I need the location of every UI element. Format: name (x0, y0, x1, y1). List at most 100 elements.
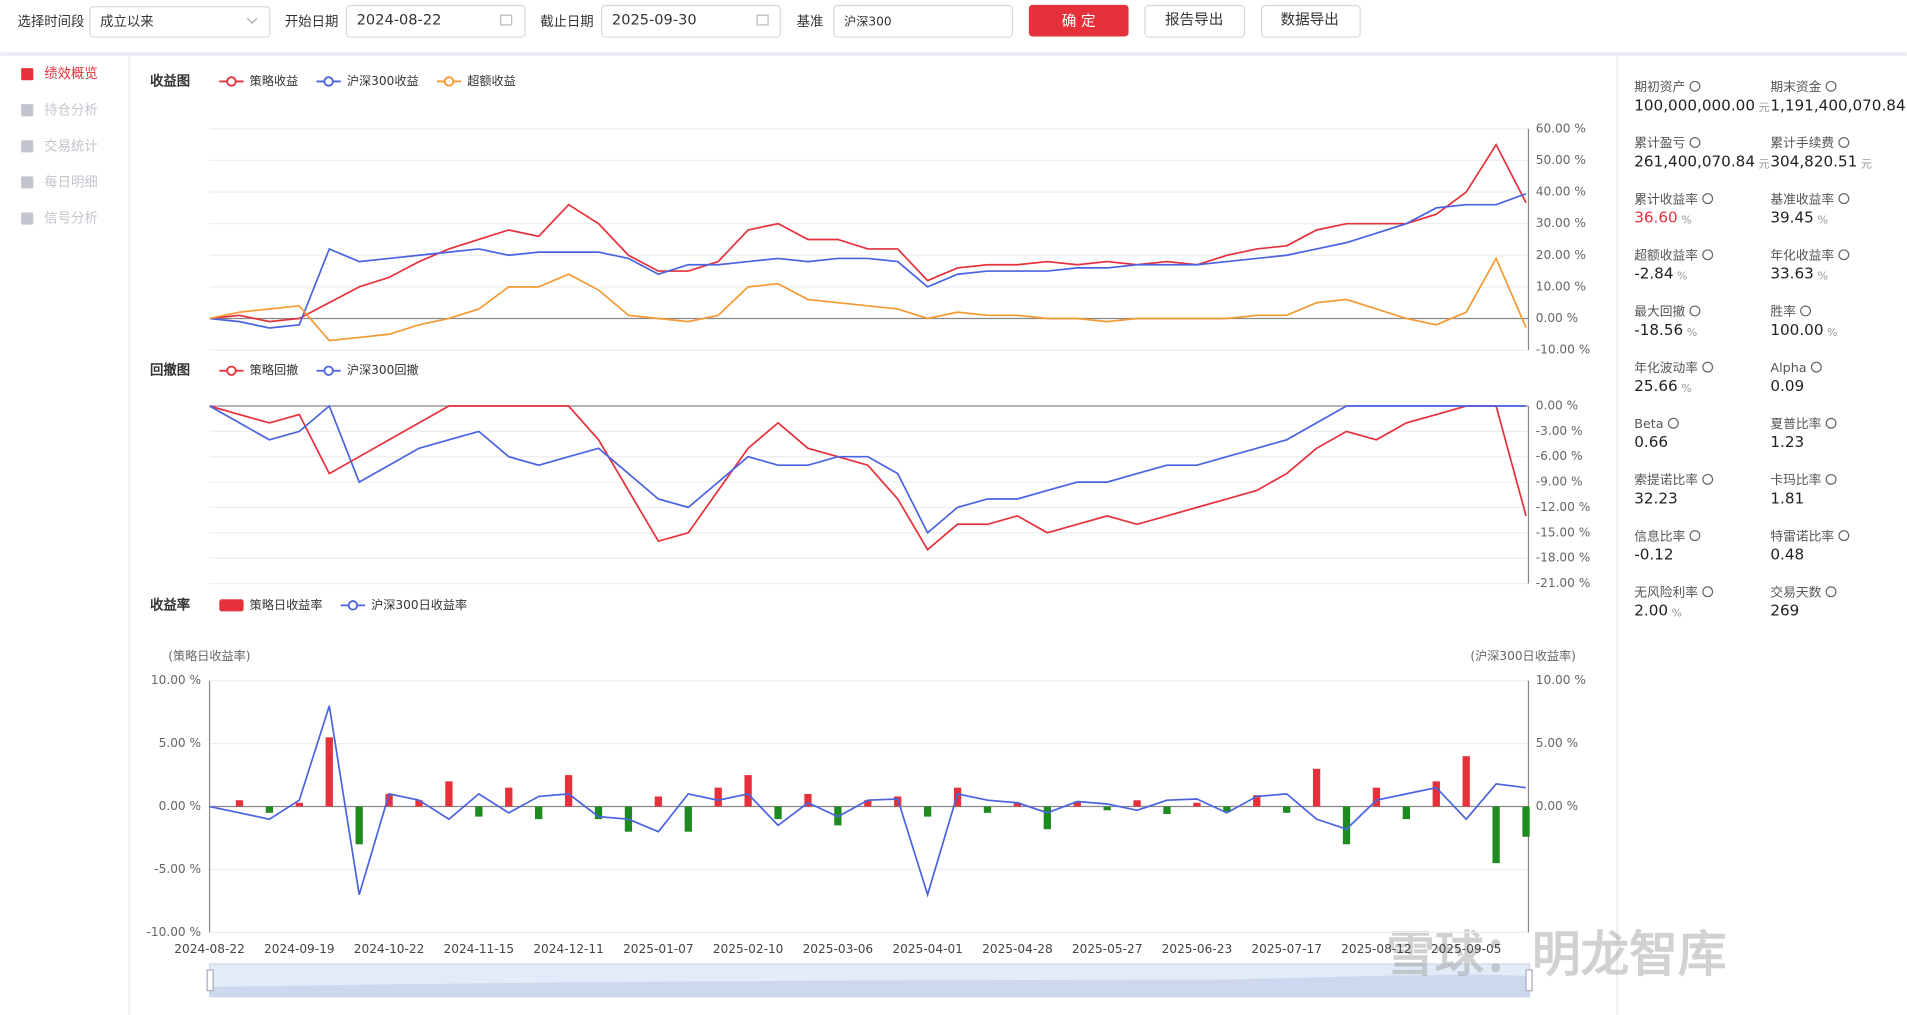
bar (295, 802, 303, 807)
bar (684, 806, 692, 832)
info-icon (1825, 417, 1837, 429)
menu-item[interactable]: 绩效概览 (44, 66, 97, 82)
legend-label[interactable]: 策略日收益率 (250, 597, 323, 612)
metric-value: 25.66 (1634, 377, 1677, 395)
bar (1312, 768, 1321, 807)
info-icon (1689, 80, 1701, 92)
bar (445, 781, 453, 807)
x-tick-label: 2025-08-12 (1341, 942, 1412, 956)
metric-unit: 元 (1759, 157, 1770, 170)
bar (744, 775, 752, 807)
confirm-button[interactable] (1028, 4, 1129, 37)
bar (1133, 800, 1141, 807)
chart-title: 收益率 (150, 596, 190, 613)
bar (1372, 787, 1381, 807)
legend-label[interactable]: 策略收益 (250, 73, 299, 88)
info-icon (1667, 417, 1679, 429)
info-icon (1702, 586, 1714, 598)
metric-unit: 元 (1861, 157, 1872, 170)
x-tick-label: 2024-12-11 (533, 942, 604, 956)
start-input[interactable] (345, 4, 526, 38)
x-tick-label: 2025-05-27 (1072, 942, 1143, 956)
metric-label: 超额收益率 (1634, 247, 1698, 263)
y-tick-label: -18.00 % (1536, 551, 1591, 565)
metric-label: 累计盈亏 (1634, 136, 1685, 151)
x-tick-label: 2024-09-19 (264, 942, 335, 956)
bar (385, 793, 393, 807)
bar (1223, 806, 1231, 812)
x-tick-label: 2025-07-17 (1251, 942, 1322, 956)
period-select[interactable] (89, 6, 271, 38)
bar (1492, 806, 1500, 864)
info-icon (1702, 249, 1714, 261)
metric-value: 32.23 (1634, 489, 1677, 507)
metric-unit: % (1681, 214, 1691, 227)
metric-value: 269 (1770, 602, 1799, 620)
legend-dot (443, 76, 455, 87)
y-tick-label: -6.00 % (1536, 449, 1583, 463)
metric-label: Beta (1634, 417, 1663, 432)
legend-dot (226, 76, 237, 87)
metric-value: 0.48 (1770, 546, 1804, 564)
metric-value: 100,000,000.00 (1634, 96, 1755, 114)
y-tick-label: -12.00 % (1536, 500, 1591, 514)
menu-icon (21, 68, 34, 81)
legend-label[interactable]: 超额收益 (467, 73, 516, 88)
bar (564, 775, 573, 807)
legend-dot (323, 365, 334, 376)
bar (1043, 806, 1051, 830)
bar (864, 800, 872, 807)
start-label: 开始日期 (285, 14, 338, 30)
legend-dot (323, 76, 334, 87)
y-tick-label: 20.00 % (1536, 248, 1586, 262)
metric-label: 交易天数 (1770, 584, 1821, 600)
bar (804, 793, 812, 807)
slider-handle[interactable] (1525, 969, 1533, 992)
metric-label: 基准收益率 (1770, 191, 1834, 207)
end-value: 2025-09-30 (612, 12, 697, 29)
y-tick-label: 40.00 % (1536, 185, 1586, 199)
watermark: 雪球：明龙智库 (1386, 927, 1726, 983)
chart-title: 回撤图 (150, 362, 190, 379)
info-icon (1838, 193, 1850, 205)
bar (1253, 795, 1261, 807)
info-icon (1838, 530, 1850, 542)
end-label: 截止日期 (540, 14, 593, 30)
y2-axis-title: (沪深300日收益率) (1470, 648, 1576, 663)
bar (265, 806, 274, 813)
info-icon (1810, 361, 1822, 373)
bench-input[interactable] (833, 4, 1014, 38)
legend-label[interactable]: 沪深300日收益率 (371, 597, 467, 612)
menu-item[interactable]: 每日明细 (44, 174, 97, 190)
y2-tick-label: 5.00 % (1536, 736, 1578, 750)
metric-value: 261,400,070.84 (1634, 152, 1755, 170)
legend-label[interactable]: 沪深300回撤 (347, 362, 419, 377)
y-tick-label: 0.00 % (1536, 399, 1578, 413)
metric-unit: 元 (1759, 101, 1770, 114)
info-icon (1838, 249, 1850, 261)
legend-label[interactable]: 沪深300收益 (347, 74, 419, 88)
info-icon (1689, 530, 1701, 542)
slider-handle[interactable] (206, 969, 214, 992)
legend-label[interactable]: 策略回撤 (250, 362, 299, 377)
x-tick-label: 2024-08-22 (174, 942, 245, 956)
metric-value: 33.63 (1770, 265, 1813, 283)
metric-value: 2.00 (1634, 602, 1668, 620)
metric-value: 1.23 (1770, 433, 1804, 451)
info-icon (1825, 473, 1837, 485)
report-button[interactable] (1144, 4, 1246, 38)
metric-unit: % (1672, 607, 1682, 620)
end-input[interactable] (600, 4, 781, 38)
menu-item[interactable]: 交易统计 (44, 137, 97, 154)
chart-title: 收益图 (150, 72, 190, 89)
menu-item[interactable]: 持仓分析 (44, 102, 97, 118)
series-line (209, 142, 1527, 323)
bar (505, 787, 513, 807)
bar (1402, 806, 1411, 820)
metric-label: 累计手续费 (1770, 136, 1834, 151)
calendar-icon (500, 14, 513, 26)
info-icon (1702, 473, 1714, 485)
data-button[interactable] (1261, 4, 1361, 38)
menu-item[interactable]: 信号分析 (44, 211, 97, 227)
